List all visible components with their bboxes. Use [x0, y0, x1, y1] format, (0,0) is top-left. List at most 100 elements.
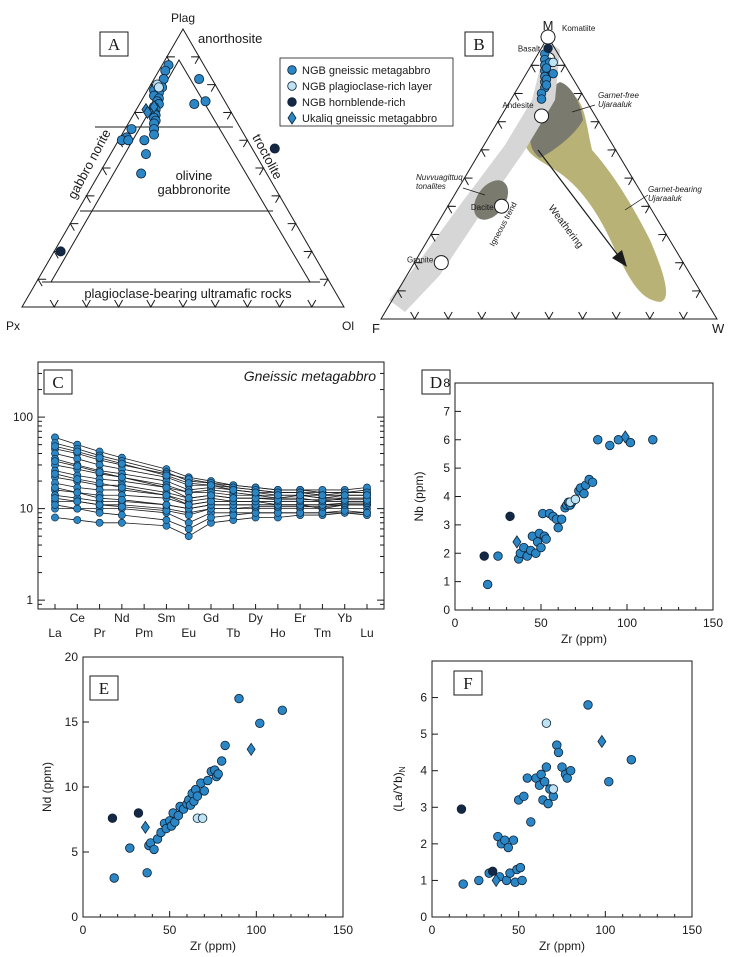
ree-point-s20-dy — [251, 488, 260, 497]
legend-marker-1 — [287, 81, 297, 91]
panel-e-point-gneissic-14 — [173, 810, 184, 821]
ternary-b-tick-0-7 — [611, 311, 621, 321]
panel-f-point-plag_rich-0 — [541, 718, 552, 728]
panel-e-plot: 0 50 100 150 0 5 10 15 20 Zr (ppm) Nd (ppm) — [40, 650, 353, 953]
panel-c-series — [51, 433, 371, 541]
panel-f-plot: 0 50 100 150 0 1 2 3 4 5 6 Zr (ppm) (La/Yb)N — [391, 660, 702, 953]
panel-f-point-plag_rich-1 — [548, 784, 559, 794]
panel-c-ytick-label-0: 1 — [26, 593, 33, 607]
ree-point-s14-ce — [73, 516, 82, 524]
ternary-b-tick-1-2 — [675, 262, 685, 270]
panel-e-point-gneissic-34 — [255, 718, 265, 729]
ternary-a-point-ukaliq-2 — [149, 100, 159, 114]
ternary-b-tick-0-4 — [510, 311, 520, 321]
field-label-olivine-gabbronorite-line1: olivine — [176, 168, 213, 183]
panel-d-point-ukaliq-0 — [512, 535, 522, 549]
ree-point-s20-eu — [184, 479, 193, 488]
weathering-arrow-line — [537, 149, 621, 259]
ternary-a-point-hornblende-0 — [55, 246, 66, 257]
weathering-arrow-head — [612, 250, 627, 267]
panel-e-ytick-label-4: 20 — [65, 650, 79, 664]
legend: NGB gneissic metagabbro NGB plagioclase-r… — [279, 57, 454, 127]
ree-point-s19-sm — [162, 483, 171, 492]
reference-label-basalt: Basalt — [518, 45, 541, 54]
ternary-a-tick-0-7 — [242, 299, 252, 309]
field-label-gabbro-norite: gabbro norite — [64, 127, 113, 202]
ternary-a-tick-0-2 — [81, 299, 91, 309]
ternary-b-tick-0-9 — [678, 311, 688, 321]
panel-e-letter: E — [99, 679, 109, 698]
ternary-a-point-plag_rich-1 — [153, 82, 164, 93]
ternary-b-tick-2-2 — [513, 92, 523, 101]
panel-d-point-gneissic-31 — [587, 477, 598, 488]
panel-d-xtick-label-3: 150 — [703, 616, 723, 630]
ree-point-s18-la — [51, 469, 59, 478]
panel-d-ytick-label-1: 1 — [443, 575, 450, 589]
legend-label-0: NGB gneissic metagabbro — [302, 65, 430, 77]
ree-point-s14-nd — [117, 518, 126, 527]
ternary-a-tick-1-5 — [255, 167, 265, 176]
label-tonalites-2: tonalites — [416, 182, 446, 191]
legend-box — [279, 57, 454, 127]
panel-c-xlabel-eu: Eu — [181, 626, 196, 640]
ree-point-s20-pr — [95, 453, 104, 462]
panel-f-xlabel: Zr (ppm) — [539, 939, 585, 953]
ternary-a-point-gneissic-21 — [140, 149, 151, 160]
ternary-b-tick-2-4 — [480, 149, 490, 158]
ternary-b-tick-2-8 — [413, 262, 423, 270]
panel-d-point-gneissic-0 — [482, 579, 493, 590]
ternary-a-tick-0-4 — [146, 299, 156, 309]
panel-c-xlabel-tb: Tb — [226, 626, 240, 640]
panel-f-point-gneissic-14 — [515, 862, 526, 873]
reference-point-dacite — [494, 198, 510, 214]
panel-f-ylabel: (La/Yb)N — [391, 766, 407, 811]
ree-point-s17-nd — [117, 495, 126, 504]
panel-f-xtick-label-3: 150 — [682, 923, 702, 937]
panel-d-ylabel: Nb (ppm) — [412, 471, 426, 521]
legend-label-3: Ukaliq gneissic metagabbro — [302, 113, 437, 125]
panel-c-xlabel-pr: Pr — [94, 626, 106, 640]
panel-d-point-gneissic-36 — [648, 435, 658, 445]
panel-e-point-gneissic-0 — [109, 873, 119, 883]
ternary-b-tick-1-3 — [658, 233, 668, 242]
ternary-b-points — [536, 43, 558, 104]
panel-b-ternary: B Weathering Igneous trend Garnet-free U… — [372, 18, 725, 336]
panel-f-ytick-label-6: 6 — [420, 691, 427, 705]
ternary-a-tick-1-8 — [207, 84, 217, 92]
panel-d-point-gneissic-11 — [536, 542, 546, 553]
ternary-a-point-gneissic-26 — [126, 124, 137, 135]
ternary-a-tick-1-7 — [223, 111, 233, 120]
panel-d-ytick-label-2: 2 — [443, 546, 450, 560]
leader-tonalites — [462, 187, 486, 196]
panel-e-point-gneissic-30 — [213, 769, 223, 779]
ternary-a-point-gneissic-29 — [123, 135, 134, 146]
label-garnet-free-2: Ujaraaluk — [598, 100, 633, 109]
panel-f-letter-box — [453, 670, 483, 696]
reference-label-andesite: Andesite — [502, 101, 534, 110]
label-garnet-bearing-1: Garnet-bearing — [648, 185, 702, 194]
ree-point-s15-pr — [95, 508, 104, 517]
panel-f-point-gneissic-35 — [604, 776, 614, 787]
ternary-b-tick-1-6 — [607, 149, 617, 158]
panel-e-xtick-label-3: 150 — [333, 923, 353, 937]
panel-f-ytick-label-5: 5 — [420, 727, 427, 741]
field-igneous-trend — [389, 40, 560, 312]
panel-f-xtick-label-0: 0 — [429, 923, 436, 937]
ternary-a-tick-0-6 — [210, 299, 220, 309]
panel-d-xtick-label-2: 100 — [617, 616, 637, 630]
ree-point-s20-lu — [363, 491, 371, 500]
ree-point-s20-ho — [273, 491, 282, 500]
ree-point-s17-la — [51, 483, 59, 492]
panel-e-point-gneissic-35 — [277, 705, 288, 716]
panel-c-xlabel-la: La — [48, 626, 62, 640]
ternary-a-tick-2-6 — [85, 195, 95, 204]
ternary-a-point-hornblende-1 — [269, 143, 280, 154]
ree-point-s14-eu — [184, 532, 193, 541]
ternary-a-tick-0-8 — [275, 299, 285, 309]
panel-d-point-gneissic-35 — [625, 437, 636, 448]
legend-label-1: NGB plagioclase-rich layer — [302, 81, 433, 93]
panel-e-point-hornblende-1 — [133, 808, 144, 818]
panel-e-xtick-label-2: 100 — [246, 923, 266, 937]
panel-e-point-gneissic-33 — [234, 693, 244, 704]
ree-point-s16-pr — [95, 500, 104, 509]
